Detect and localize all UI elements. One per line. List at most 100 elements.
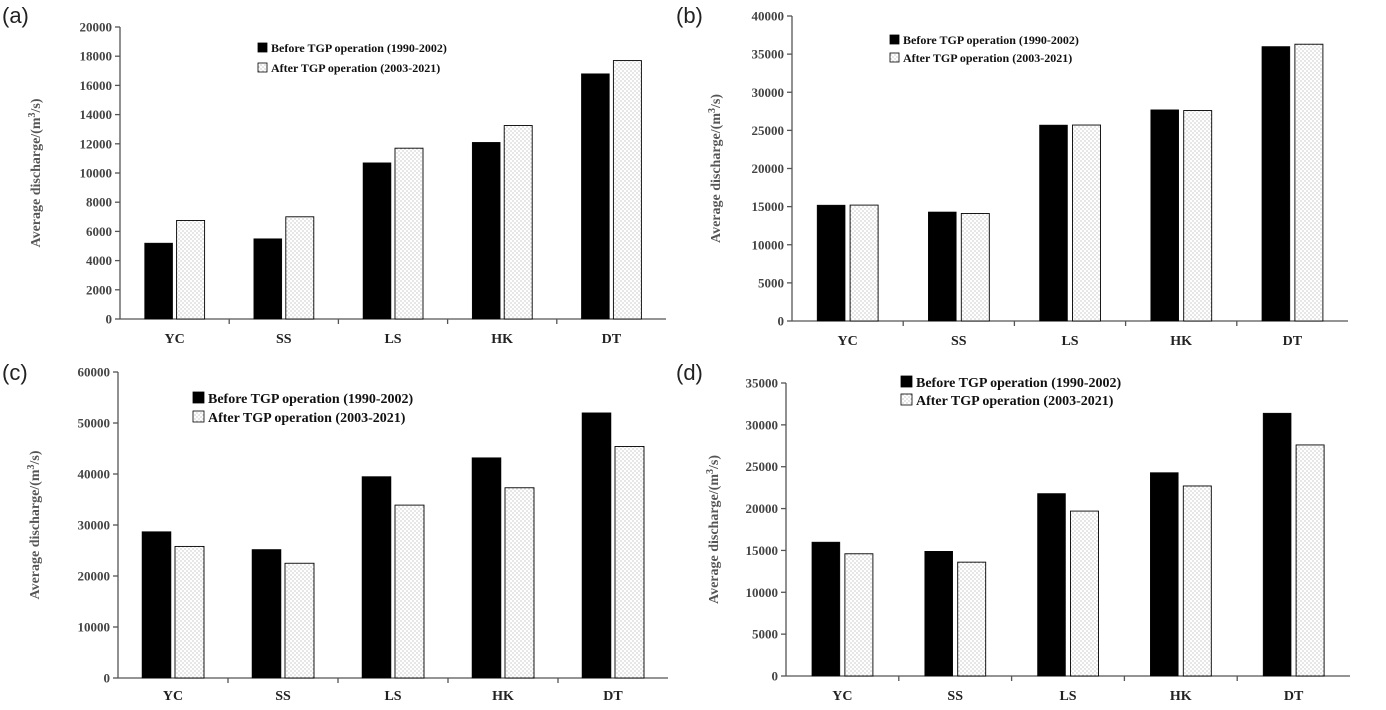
x-category-label: LS bbox=[1061, 334, 1078, 349]
bar-after bbox=[960, 213, 990, 322]
legend-swatch-before bbox=[192, 391, 205, 404]
y-tick-label: 40000 bbox=[78, 467, 111, 482]
y-tick-label: 30000 bbox=[78, 518, 111, 533]
x-category-label: YC bbox=[832, 689, 852, 704]
panel-letter: (d) bbox=[676, 360, 703, 385]
bar-before bbox=[928, 211, 957, 322]
legend-label-after: After TGP operation (2003-2021) bbox=[916, 394, 1114, 409]
x-category-label: DT bbox=[603, 689, 623, 704]
y-tick-label: 10000 bbox=[746, 585, 779, 600]
x-category-label: YC bbox=[164, 332, 184, 347]
legend-swatch-after bbox=[192, 410, 205, 423]
y-tick-label: 60000 bbox=[78, 365, 111, 380]
y-tick-label: 5000 bbox=[752, 627, 778, 642]
x-category-label: DT bbox=[1284, 689, 1304, 704]
bar-before bbox=[1150, 472, 1179, 677]
y-axis-label-main: Average discharge/(m bbox=[709, 113, 724, 243]
x-category-label: LS bbox=[1059, 689, 1076, 704]
y-axis-label-tail: /s) bbox=[28, 450, 43, 465]
bar-before bbox=[811, 541, 841, 677]
y-tick-label: 0 bbox=[104, 671, 111, 686]
bar-after bbox=[614, 446, 645, 679]
bar-after bbox=[957, 561, 987, 677]
y-tick-label: 25000 bbox=[752, 123, 785, 138]
bar-before bbox=[1262, 412, 1292, 677]
y-tick-label: 50000 bbox=[78, 416, 111, 431]
bar-after bbox=[1294, 43, 1324, 322]
chart-panel-1: (a) 0 2000 4000 6000 8000 10000 12000 14000 16000… bbox=[2, 3, 666, 347]
legend: Before TGP operation (1990-2002) After TG… bbox=[889, 33, 1079, 65]
y-axis-label: Average discharge/(m3/s) bbox=[27, 98, 45, 247]
y-tick-label: 8000 bbox=[86, 195, 112, 210]
y-tick-label: 30000 bbox=[752, 85, 785, 100]
bar-after bbox=[504, 487, 535, 679]
bar-before bbox=[361, 476, 392, 679]
y-axis-label-tail: /s) bbox=[709, 94, 724, 109]
y-axis-label-tail: /s) bbox=[707, 455, 722, 470]
y-axis-label: Average discharge/(m3/s) bbox=[26, 450, 44, 599]
legend: Before TGP operation (1990-2002) After TG… bbox=[257, 41, 447, 75]
x-category-label: DT bbox=[1283, 334, 1303, 349]
bar-after bbox=[1070, 510, 1099, 677]
x-category-label: SS bbox=[276, 332, 292, 347]
y-tick-label: 4000 bbox=[86, 253, 112, 268]
y-axis-label-sup: 3 bbox=[27, 113, 38, 118]
y-tick-label: 35000 bbox=[752, 47, 785, 62]
y-tick-label: 25000 bbox=[746, 459, 779, 474]
bar-after bbox=[849, 204, 879, 322]
y-tick-label: 15000 bbox=[752, 199, 785, 214]
y-tick-label: 20000 bbox=[746, 501, 779, 516]
y-tick-label: 2000 bbox=[86, 282, 112, 297]
y-tick-label: 14000 bbox=[80, 107, 113, 122]
chart-panel-3: (c) 0 10000 20000 30000 40000 50000 60000 Averag… bbox=[2, 360, 668, 704]
panel-letter: (c) bbox=[2, 360, 28, 385]
y-tick-label: 6000 bbox=[86, 224, 112, 239]
bar-before bbox=[581, 73, 610, 320]
bar-after bbox=[176, 219, 206, 320]
y-axis-label-sup: 3 bbox=[705, 469, 716, 474]
bar-before bbox=[251, 549, 282, 679]
y-tick-label: 40000 bbox=[752, 9, 785, 24]
x-category-label: LS bbox=[384, 332, 401, 347]
bar-before bbox=[1039, 124, 1068, 322]
x-category-label: DT bbox=[602, 332, 622, 347]
x-category-label: HK bbox=[1170, 689, 1192, 704]
y-tick-label: 5000 bbox=[758, 275, 784, 290]
legend-swatch-before bbox=[900, 375, 913, 388]
x-category-label: LS bbox=[384, 689, 401, 704]
y-tick-label: 35000 bbox=[746, 376, 779, 391]
bar-after bbox=[174, 545, 205, 679]
bar-before bbox=[924, 551, 953, 677]
legend-label-before: Before TGP operation (1990-2002) bbox=[208, 392, 414, 407]
bar-after bbox=[844, 553, 874, 677]
bar-after bbox=[503, 125, 533, 320]
legend: Before TGP operation (1990-2002) After TG… bbox=[192, 391, 414, 426]
bar-after bbox=[1183, 110, 1213, 322]
bar-before bbox=[1261, 46, 1291, 322]
legend-swatch-after bbox=[889, 52, 900, 63]
y-tick-label: 15000 bbox=[746, 543, 779, 558]
bar-before bbox=[362, 162, 392, 320]
bar-after bbox=[612, 60, 642, 320]
x-category-label: HK bbox=[492, 689, 514, 704]
bar-before bbox=[471, 457, 502, 679]
legend-swatch-before bbox=[889, 34, 900, 45]
y-tick-label: 18000 bbox=[80, 49, 113, 64]
legend-swatch-before bbox=[257, 42, 268, 53]
legend-label-before: Before TGP operation (1990-2002) bbox=[916, 376, 1122, 391]
bar-before bbox=[1037, 493, 1066, 677]
bar-after bbox=[1182, 485, 1212, 677]
y-tick-label: 12000 bbox=[80, 136, 113, 151]
bar-before bbox=[144, 242, 173, 320]
legend-label-after: After TGP operation (2003-2021) bbox=[208, 411, 406, 426]
y-axis-label-main: Average discharge/(m bbox=[29, 117, 44, 247]
legend-label-before: Before TGP operation (1990-2002) bbox=[271, 41, 447, 55]
bar-before bbox=[816, 204, 846, 322]
y-axis-label-main: Average discharge/(m bbox=[28, 469, 43, 599]
x-category-label: HK bbox=[1170, 334, 1192, 349]
bar-after bbox=[1072, 124, 1101, 322]
y-tick-label: 30000 bbox=[746, 417, 779, 432]
bar-before bbox=[581, 412, 612, 679]
x-category-label: HK bbox=[491, 332, 513, 347]
